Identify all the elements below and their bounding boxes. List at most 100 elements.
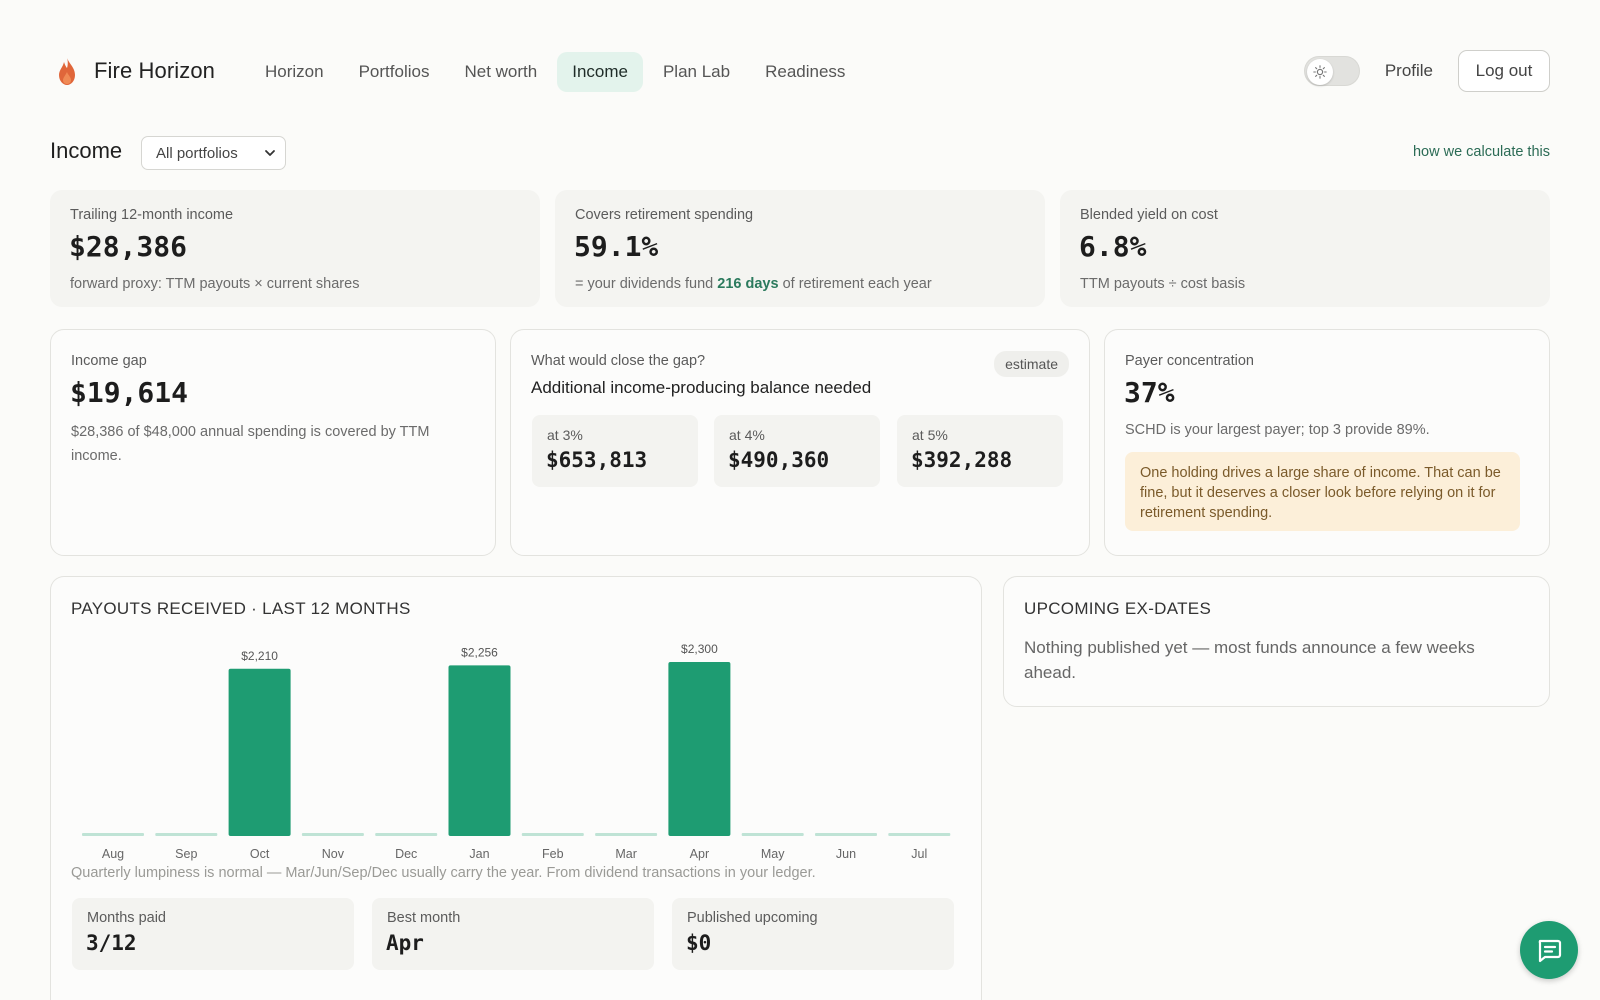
stat-card-coverage: Covers retirement spending 59.1% = your … [555,190,1045,307]
bar-mar [595,833,658,836]
nav-item-net-worth[interactable]: Net worth [464,62,538,81]
tick-label-apr: Apr [690,847,709,861]
payouts-title: PAYOUTS RECEIVED · LAST 12 MONTHS [71,599,411,618]
income-gap-label: Income gap [71,353,147,369]
stat-sub: TTM payouts ÷ cost basis [1080,276,1246,292]
mini-label: Best month [387,910,461,926]
ex-dates-text: Nothing published yet — most funds annou… [1024,638,1475,682]
estimate-badge: estimate [994,351,1069,377]
tick-label-jul: Jul [911,847,927,861]
stat-sub-suffix: of retirement each year [778,276,932,292]
flame-icon [59,57,75,85]
tick-label-nov: Nov [322,847,345,861]
best-month-box: Best month Apr [372,898,654,970]
rate-value: $392,288 [911,448,1013,472]
nav-item-readiness[interactable]: Readiness [765,62,846,81]
data-label-jan: $2,256 [461,645,498,659]
bar-nov [301,833,364,836]
bar-jan [448,665,511,836]
stat-label: Blended yield on cost [1080,207,1218,223]
portfolio-select-value: All portfolios [156,144,238,162]
brand[interactable]: Fire Horizon [56,56,215,86]
data-label-apr: $2,300 [681,642,718,656]
tick-label-feb: Feb [542,847,564,861]
bar-dec [375,833,438,836]
header-actions: Profile Log out [1303,50,1550,92]
bar-oct [228,668,291,836]
published-upcoming-box: Published upcoming $0 [672,898,954,970]
how-we-calculate-link[interactable]: how we calculate this [1412,144,1550,160]
brand-name: Fire Horizon [94,58,216,83]
payouts-note: Quarterly lumpiness is normal — Mar/Jun/… [71,865,816,881]
rate-label: at 3% [547,427,583,443]
tick-label-jan: Jan [469,847,489,861]
close-gap-title: Additional income-producing balance need… [531,378,872,397]
stat-value: 59.1% [574,230,659,263]
rate-box-4pct: at 4% $490,360 [714,415,880,487]
top-bar: Fire Horizon Horizon Portfolios Net wort… [50,50,1550,92]
stat-sub-highlight: 216 days [717,276,779,292]
bar-aug [82,833,144,836]
mini-value: Apr [386,931,424,955]
payouts-card: PAYOUTS RECEIVED · LAST 12 MONTHS Aug Sep… [50,576,982,1000]
tick-label-dec: Dec [395,847,417,861]
rate-box-3pct: at 3% $653,813 [532,415,698,487]
stat-sub: = your dividends fund 216 days of retire… [575,276,932,292]
sun-icon [1313,65,1327,79]
profile-link[interactable]: Profile [1384,61,1433,80]
toggle-knob [1306,59,1333,85]
nav-item-plan-lab[interactable]: Plan Lab [662,62,731,81]
payer-value: 37% [1124,376,1175,409]
income-gap-card: Income gap $19,614 $28,386 of $48,000 an… [50,329,496,556]
chat-icon [1538,939,1562,963]
tick-label-aug: Aug [102,847,124,861]
income-gap-value: $19,614 [70,376,189,409]
nav-item-income[interactable]: Income [557,52,643,92]
mini-label: Months paid [87,910,166,926]
rate-value: $490,360 [728,448,830,472]
main-nav: Horizon Portfolios Net worth Income Plan… [250,52,865,92]
tick-label-mar: Mar [615,847,637,861]
mini-label: Published upcoming [687,910,818,926]
nav-item-portfolios[interactable]: Portfolios [358,62,430,81]
bar-apr [668,662,731,836]
stat-sub-prefix: = your dividends fund [575,276,718,292]
bar-jul [888,833,951,836]
income-gap-sub: $28,386 of $48,000 annual spending is co… [71,424,430,464]
payouts-chart-svg: Aug Sep $2,210 Oct Nov Dec $2,256 Jan Feb Mar $2,3… [82,642,951,861]
stat-sub: forward proxy: TTM payouts × current sha… [70,276,360,292]
concentration-warning: One holding drives a large share of inco… [1125,452,1520,531]
stat-label: Trailing 12-month income [70,207,234,223]
portfolio-select[interactable]: All portfolios [141,136,286,170]
bar-feb [521,833,584,836]
rate-label: at 4% [729,427,765,443]
tick-label-jun: Jun [836,847,856,861]
payouts-chart: Aug Sep $2,210 Oct Nov Dec $2,256 Jan Feb Mar $2,3… [71,632,951,862]
mini-value: 3/12 [86,931,137,955]
theme-toggle[interactable] [1303,56,1360,86]
logout-button[interactable]: Log out [1458,50,1550,92]
months-paid-box: Months paid 3/12 [72,898,354,970]
tick-label-sep: Sep [175,847,197,861]
bar-may [741,833,804,836]
nav-item-horizon[interactable]: Horizon [265,62,324,81]
chat-button[interactable] [1520,921,1578,979]
close-gap-card: What would close the gap? Additional inc… [510,329,1090,556]
page-title: Income [50,138,123,163]
bar-sep [155,833,218,836]
rate-box-5pct: at 5% $392,288 [897,415,1063,487]
stat-value: $28,386 [69,230,188,263]
title-row: Income All portfolios how we calculate t… [50,135,1550,171]
chevron-down-icon [265,150,275,156]
ex-dates-card: UPCOMING EX-DATES Nothing published yet … [1003,576,1550,707]
rate-label: at 5% [912,427,948,443]
stat-label: Covers retirement spending [575,207,754,223]
payer-concentration-card: Payer concentration 37% SCHD is your lar… [1104,329,1550,556]
stat-value: 6.8% [1079,230,1147,263]
payer-label: Payer concentration [1125,353,1254,369]
mini-value: $0 [686,931,712,955]
close-gap-label: What would close the gap? [531,353,706,369]
rate-value: $653,813 [546,448,648,472]
ex-dates-title: UPCOMING EX-DATES [1024,599,1212,618]
stat-card-yield-on-cost: Blended yield on cost 6.8% TTM payouts ÷… [1060,190,1550,307]
